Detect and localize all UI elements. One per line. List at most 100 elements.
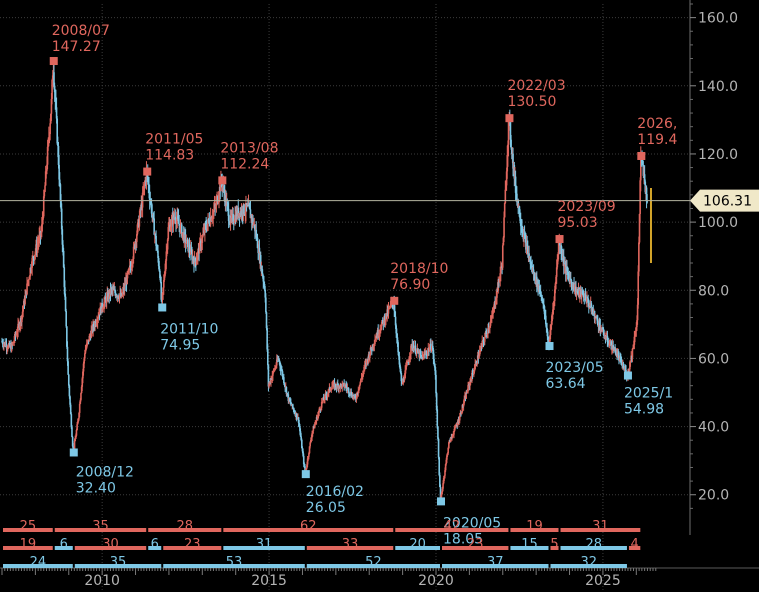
candle-body-up [375, 336, 378, 339]
candle-body-up [197, 251, 199, 258]
candle-body-up [579, 290, 581, 296]
candle-body-up [229, 215, 232, 225]
candle-body-down [562, 255, 565, 267]
candle-body-up [80, 393, 82, 400]
candle-body-down [431, 345, 434, 350]
low-marker [437, 497, 446, 506]
candle-body-up [274, 368, 276, 371]
candle-body-down [114, 292, 117, 297]
candle-body-down [261, 265, 263, 274]
candle-body-up [34, 251, 37, 255]
x-tick-label: 2025 [585, 573, 621, 589]
candle-body-down [340, 383, 342, 385]
candle-body-up [444, 470, 446, 476]
candle-body-down [381, 319, 384, 322]
candle-body-up [211, 217, 214, 219]
candle-body-down [55, 107, 58, 119]
candle-body-up [270, 378, 272, 383]
candle-body-up [23, 300, 25, 309]
y-tick-label: 100.0 [698, 215, 738, 231]
candle-body-down [227, 208, 230, 221]
high-marker [555, 235, 564, 244]
candle-body-down [543, 306, 546, 315]
candle-body-up [201, 236, 204, 243]
annotation-date: 2011/10 [160, 321, 218, 337]
candle-body-up [330, 389, 333, 391]
low-marker [69, 448, 78, 457]
x-axis-labels: 2010 2015 2020 2025 [84, 573, 620, 589]
count-bar-label: 35 [110, 555, 127, 570]
high-marker [218, 176, 227, 185]
candle-body-down [589, 306, 591, 308]
candle-body-down [129, 265, 132, 268]
candle-body-up [476, 363, 478, 365]
candle-body-down [620, 357, 622, 360]
candle-body-up [336, 383, 338, 388]
candle-body-down [279, 366, 282, 370]
candle-body-down [437, 438, 440, 458]
candle-body-down [264, 289, 267, 298]
candle-body-down [619, 357, 622, 359]
candle-body-up [310, 440, 312, 443]
candle-body-down [401, 381, 403, 384]
candle-body-up [634, 331, 637, 336]
candle-body-up [84, 349, 87, 354]
count-bar-label: 25 [20, 519, 37, 534]
candle-body-up [222, 186, 224, 188]
candle-body-up [128, 268, 130, 270]
annotation-date: 2023/09 [558, 199, 616, 215]
candle-body-up [79, 399, 82, 404]
candle-body-up [49, 123, 51, 135]
candle-body-up [41, 224, 43, 233]
candle-body-up [359, 382, 362, 385]
candle-body-down [437, 426, 439, 439]
candle-body-up [378, 331, 381, 335]
annotation-value: 147.27 [52, 39, 101, 55]
candle-body-up [459, 412, 462, 417]
candle-body-up [48, 134, 51, 138]
candle-body-up [40, 232, 42, 236]
candle-body-down [56, 118, 59, 144]
candle-body-down [227, 204, 229, 209]
candle-body-up [186, 239, 188, 244]
candle-body-up [446, 453, 449, 456]
candle-body-up [167, 227, 170, 240]
candle-body-down [301, 448, 304, 452]
count-bar-label: 37 [487, 555, 504, 570]
candle-body-down [356, 392, 359, 394]
candle-body-down [192, 256, 195, 261]
candle-body-up [466, 391, 469, 393]
last-price-line: 106.31 [0, 189, 759, 212]
candle-body-down [283, 383, 286, 386]
candle-body-down [70, 414, 73, 428]
candle-body-up [96, 318, 99, 323]
candle-body-down [243, 204, 245, 214]
candle-body-up [275, 359, 278, 366]
candle-body-up [601, 327, 604, 332]
candle-body-down [425, 352, 428, 354]
count-bar-red [163, 546, 222, 550]
candle-body-down [302, 451, 304, 456]
candle-body-up [639, 180, 641, 214]
candle-body-down [57, 145, 60, 165]
candle-body-down [347, 388, 350, 394]
candle-body-up [105, 296, 108, 304]
candle-body-down [301, 439, 303, 449]
candle-body-up [469, 381, 471, 386]
count-bar-label: 5 [550, 537, 558, 552]
candle-body-up [214, 205, 217, 207]
candle-body-down [602, 327, 604, 330]
candle-body-down [354, 395, 356, 398]
candle-body-up [103, 302, 105, 308]
candle-body-down [596, 316, 598, 321]
candle-body-down [249, 209, 252, 219]
count-bar-red [54, 528, 147, 532]
count-bar-label: 33 [342, 537, 359, 552]
candle-body-up [554, 283, 557, 290]
candle-body-up [555, 276, 557, 284]
candle-body-up [78, 403, 81, 413]
count-bar-label: 31 [256, 537, 273, 552]
candle-body-down [393, 302, 396, 311]
candle-body-down [159, 270, 161, 279]
